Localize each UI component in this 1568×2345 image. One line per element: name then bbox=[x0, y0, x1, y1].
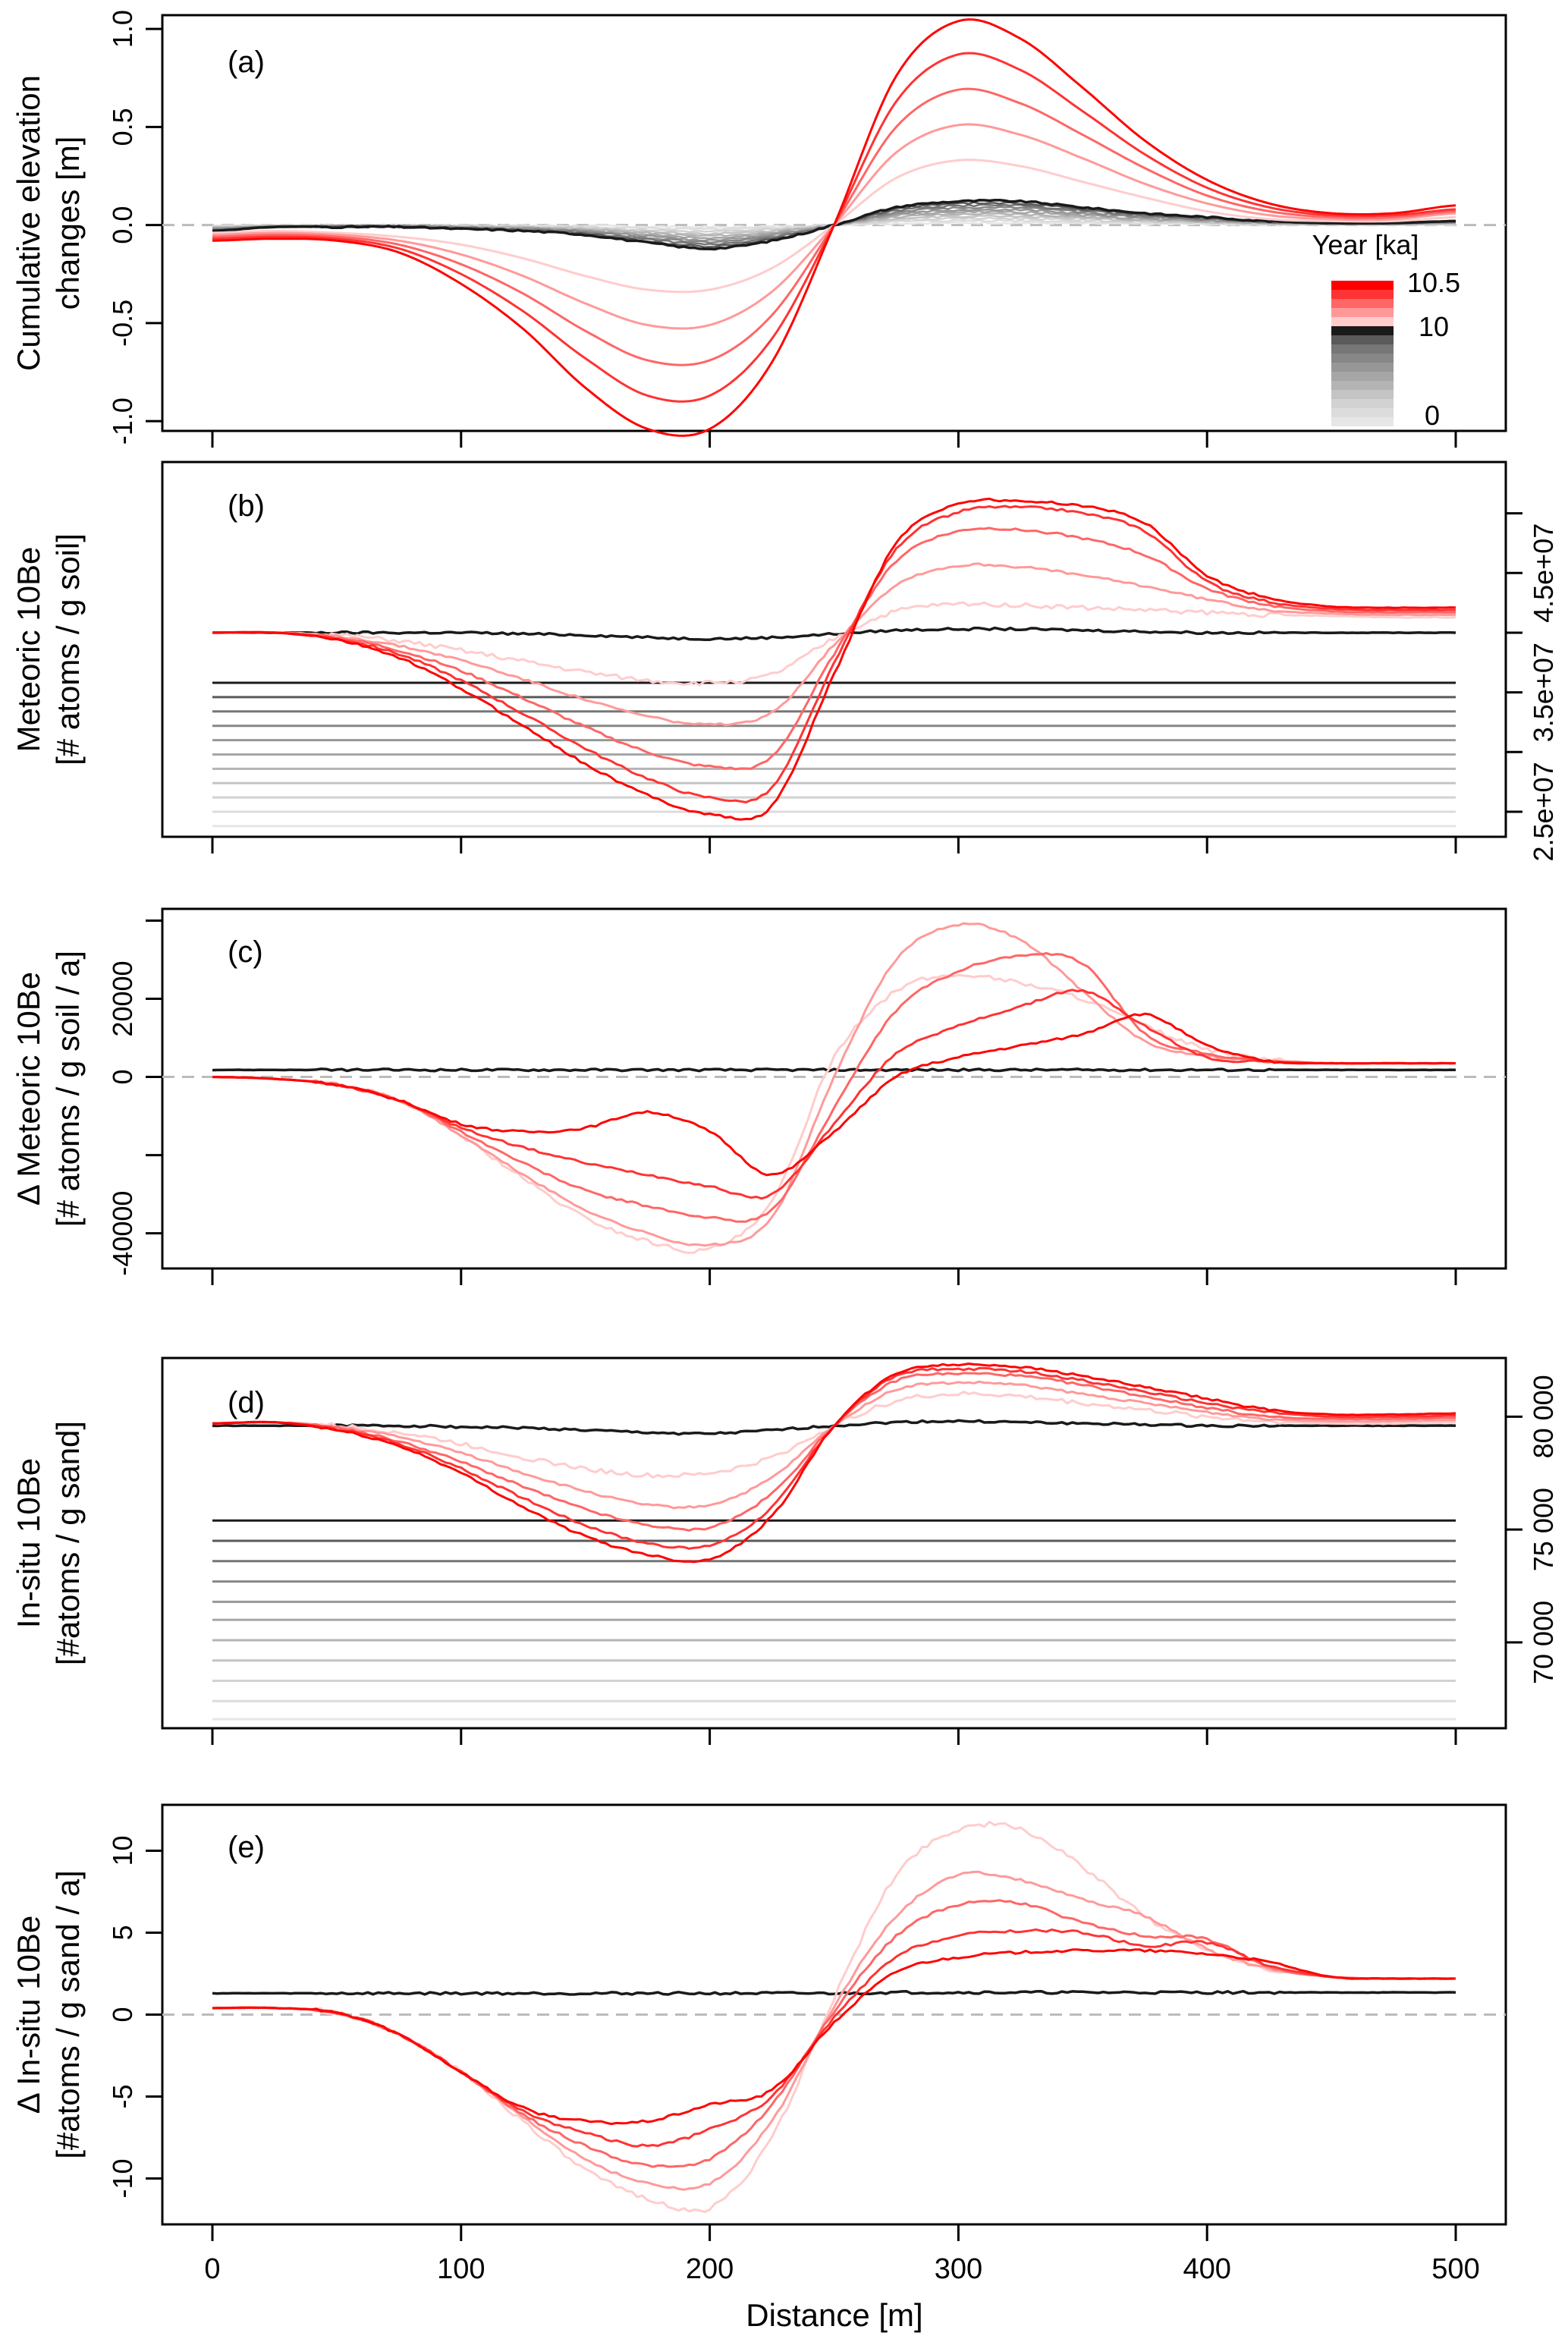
legend-swatch bbox=[1331, 363, 1394, 372]
y-axis-label: Cumulative elevation bbox=[11, 75, 46, 371]
y-tick-label: 75 000 bbox=[1528, 1488, 1559, 1571]
series-line-10.2-ka bbox=[212, 1870, 1456, 2191]
legend-label-mid: 10 bbox=[1419, 311, 1449, 342]
series-line-10.2-ka bbox=[212, 922, 1456, 1247]
y-axis-label: Meteoric 10Be bbox=[11, 547, 46, 753]
y-axis-label: In-situ 10Be bbox=[11, 1458, 46, 1628]
y-axis-label: [#atoms / g sand] bbox=[50, 1421, 86, 1665]
y-tick-label: 0.5 bbox=[107, 108, 138, 146]
y-axis-label: Δ Meteoric 10Be bbox=[11, 972, 46, 1206]
y-tick-label: -40000 bbox=[107, 1191, 138, 1276]
series-line-10.4-ka bbox=[212, 989, 1456, 1200]
series-line-10.3-ka bbox=[212, 951, 1456, 1223]
series-line-10-ka bbox=[212, 626, 1456, 642]
series-line-10.2-ka bbox=[212, 562, 1456, 727]
series-line-10.5-ka bbox=[212, 1012, 1456, 1177]
y-tick-label: 0 bbox=[107, 2007, 138, 2022]
y-tick-label: -1.0 bbox=[107, 398, 138, 445]
panels: -1.0 -0.5 0.0 0.5 1.0 Cumulative elevation cha… bbox=[11, 10, 1559, 2241]
legend-swatch bbox=[1331, 308, 1394, 317]
legend-swatches bbox=[1331, 281, 1394, 426]
series-line-10-ka bbox=[212, 1989, 1456, 1996]
y-tick-label: -5 bbox=[107, 2085, 138, 2109]
panel-b: 2.5e+07 3.5e+07 4.5e+07 Meteoric 10Be [# ato… bbox=[11, 461, 1559, 862]
x-tick-label: 500 bbox=[1431, 2253, 1479, 2285]
legend-swatch bbox=[1331, 299, 1394, 308]
x-tick-label: 400 bbox=[1183, 2253, 1230, 2285]
series-line-10.1-ka bbox=[212, 1391, 1456, 1479]
y-tick-label: -0.5 bbox=[107, 300, 138, 347]
plot-frame bbox=[161, 461, 1507, 838]
panel-letter: (e) bbox=[228, 1831, 265, 1864]
legend-swatch bbox=[1331, 354, 1394, 363]
series-line-10.1-ka bbox=[212, 601, 1456, 687]
legend-swatch bbox=[1331, 372, 1394, 381]
y-tick-label: 1.0 bbox=[107, 10, 138, 48]
y-axis-label: [#atoms / g sand / a] bbox=[50, 1870, 86, 2159]
y-tick-label: 0.0 bbox=[107, 206, 138, 244]
x-tick-label: 100 bbox=[437, 2253, 485, 2285]
y-axis-label: Δ In-situ 10Be bbox=[11, 1916, 46, 2114]
series-line-10-ka bbox=[212, 1067, 1456, 1073]
legend-swatch bbox=[1331, 390, 1394, 399]
x-axis: 0 100 200 300 400 500 bbox=[204, 2253, 1479, 2285]
y-tick-label: 20000 bbox=[107, 960, 138, 1036]
legend-swatch bbox=[1331, 408, 1394, 417]
y-tick-label: 10 bbox=[107, 1835, 138, 1866]
y-tick-label: 0 bbox=[107, 1070, 138, 1085]
legend-label-min: 0 bbox=[1425, 400, 1440, 431]
series-line-10.5-ka bbox=[212, 18, 1456, 437]
series-line-10.5-ka bbox=[212, 1363, 1456, 1564]
panel-a: -1.0 -0.5 0.0 0.5 1.0 Cumulative elevation cha… bbox=[11, 10, 1507, 448]
panel-e: -10 -5 0 5 10 Δ In-situ 10Be [#atoms / g sand … bbox=[11, 1803, 1507, 2241]
plot-frame bbox=[161, 14, 1507, 432]
legend-swatch bbox=[1331, 281, 1394, 290]
x-tick-label: 200 bbox=[686, 2253, 734, 2285]
legend: Year [ka] 10.5 10 0 bbox=[1312, 229, 1460, 431]
series-line-10.3-ka bbox=[212, 1372, 1456, 1532]
legend-label-max: 10.5 bbox=[1407, 267, 1460, 298]
legend-swatch bbox=[1331, 381, 1394, 390]
series-line-10.5-ka bbox=[212, 497, 1456, 821]
legend-swatch bbox=[1331, 399, 1394, 408]
y-tick-label: 70 000 bbox=[1528, 1601, 1559, 1684]
plot-frame bbox=[161, 1356, 1507, 1730]
y-tick-label: 4.5e+07 bbox=[1528, 523, 1559, 623]
legend-swatch bbox=[1331, 326, 1394, 335]
y-tick-label: 2.5e+07 bbox=[1528, 762, 1559, 861]
y-tick-label: -10 bbox=[107, 2159, 138, 2199]
y-axis-label: [# atoms / g soil] bbox=[50, 533, 86, 765]
panel-d: 70 000 75 000 80 000 In-situ 10Be [#atoms / … bbox=[11, 1356, 1559, 1745]
panel-letter: (d) bbox=[228, 1386, 265, 1419]
x-axis-label: Distance [m] bbox=[746, 2297, 922, 2333]
series-line-10.4-ka bbox=[212, 505, 1456, 803]
y-tick-label: 3.5e+07 bbox=[1528, 643, 1559, 742]
y-tick-label: 5 bbox=[107, 1925, 138, 1940]
y-axis-label: [# atoms / g soil / a] bbox=[50, 951, 86, 1227]
panel-c: -40000 0 20000 Δ Meteoric 10Be [# atoms / g … bbox=[11, 907, 1507, 1285]
y-axis-label: changes [m] bbox=[50, 137, 86, 310]
panel-letter: (b) bbox=[228, 489, 265, 523]
series-line-10.5-ka bbox=[212, 1948, 1456, 2126]
legend-title: Year [ka] bbox=[1312, 229, 1419, 260]
legend-swatch bbox=[1331, 335, 1394, 344]
x-tick-label: 0 bbox=[204, 2253, 220, 2285]
series-line-10.1-ka bbox=[212, 973, 1456, 1254]
plot-frame bbox=[161, 907, 1507, 1270]
legend-swatch bbox=[1331, 417, 1394, 426]
panel-letter: (a) bbox=[228, 46, 265, 79]
series-line-10.3-ka bbox=[212, 527, 1456, 771]
legend-swatch bbox=[1331, 344, 1394, 354]
legend-swatch bbox=[1331, 290, 1394, 299]
panel-letter: (c) bbox=[228, 935, 263, 969]
y-tick-label: 80 000 bbox=[1528, 1375, 1559, 1458]
legend-swatch bbox=[1331, 317, 1394, 326]
x-tick-label: 300 bbox=[935, 2253, 982, 2285]
